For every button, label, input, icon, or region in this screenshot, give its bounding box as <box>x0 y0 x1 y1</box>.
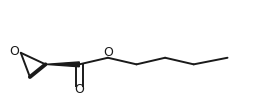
Text: O: O <box>103 46 113 59</box>
Polygon shape <box>46 62 79 67</box>
Text: O: O <box>74 83 84 96</box>
Text: O: O <box>9 45 19 58</box>
